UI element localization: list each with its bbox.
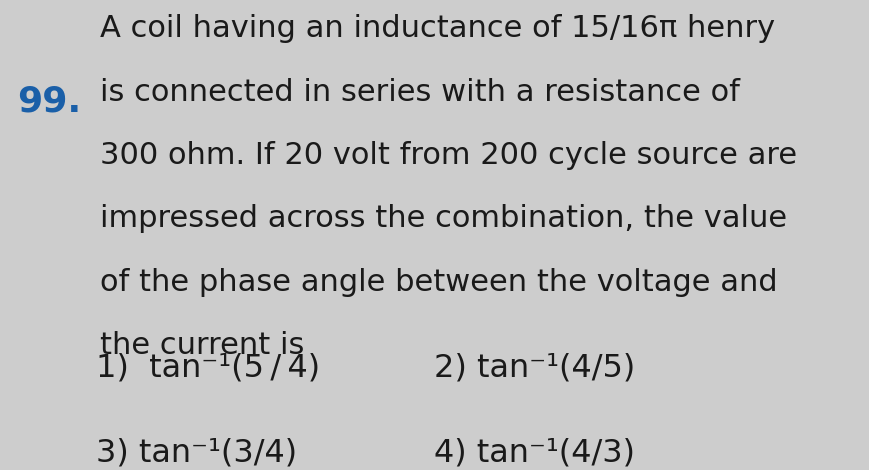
Text: 2) tan⁻¹(4/5): 2) tan⁻¹(4/5): [434, 352, 636, 384]
Text: 3) tan⁻¹(3/4): 3) tan⁻¹(3/4): [96, 437, 296, 468]
Text: 99.: 99.: [17, 85, 82, 118]
Text: 1)  tan⁻¹(5 / 4): 1) tan⁻¹(5 / 4): [96, 352, 320, 384]
Text: 300 ohm. If 20 volt from 200 cycle source are: 300 ohm. If 20 volt from 200 cycle sourc…: [100, 141, 797, 170]
Text: of the phase angle between the voltage and: of the phase angle between the voltage a…: [100, 268, 778, 297]
Text: impressed across the combination, the value: impressed across the combination, the va…: [100, 204, 787, 234]
Text: 4) tan⁻¹(4/3): 4) tan⁻¹(4/3): [434, 437, 635, 468]
Text: A coil having an inductance of 15/16π henry: A coil having an inductance of 15/16π he…: [100, 14, 775, 43]
Text: is connected in series with a resistance of: is connected in series with a resistance…: [100, 78, 740, 107]
Text: the current is: the current is: [100, 331, 304, 360]
